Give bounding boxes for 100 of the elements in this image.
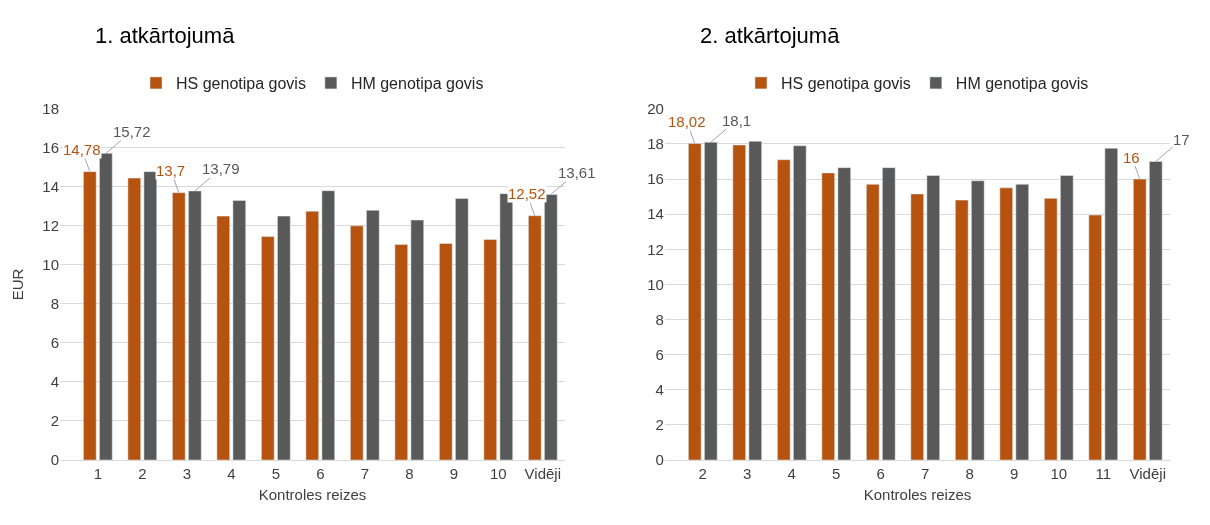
y-tick-label: 12 <box>647 240 664 258</box>
bar <box>216 215 230 460</box>
x-tick-label: 9 <box>1010 465 1019 482</box>
x-tick-label: 2 <box>138 465 147 482</box>
y-tick-label: 2 <box>50 412 59 430</box>
bar <box>321 190 335 460</box>
x-tick-label: 10 <box>489 465 507 482</box>
legend-label: HS genotipa govis <box>780 75 911 93</box>
x-tick-label: Vidēji <box>524 465 562 482</box>
data-label: 13,61 <box>558 164 596 181</box>
y-tick-label: 12 <box>42 217 59 235</box>
data-label: 18,02 <box>668 113 706 130</box>
x-tick-label: 2 <box>698 465 707 482</box>
bar <box>926 175 940 460</box>
bar <box>1015 184 1029 460</box>
bar <box>277 215 291 460</box>
bar <box>483 239 497 460</box>
x-tick-label: 6 <box>876 465 885 482</box>
x-tick-label: 8 <box>965 465 974 482</box>
bar <box>232 200 246 460</box>
y-tick-label: 6 <box>655 345 664 363</box>
bar <box>777 159 791 460</box>
y-tick-label: 16 <box>42 139 59 157</box>
bar <box>955 199 969 460</box>
bar <box>1133 178 1147 460</box>
bar <box>971 180 985 460</box>
bar <box>439 243 453 460</box>
x-tick-label: 7 <box>360 465 369 482</box>
bar <box>688 143 702 460</box>
y-tick-label: 18 <box>647 135 664 153</box>
bar <box>366 210 380 460</box>
y-tick-label: 14 <box>42 178 59 196</box>
x-tick-label: 3 <box>743 465 752 482</box>
y-axis-title: EUR <box>8 268 26 301</box>
bar <box>704 141 718 460</box>
y-tick-label: 8 <box>655 310 664 328</box>
legend-label: HS genotipa govis <box>176 75 306 93</box>
bar <box>1088 214 1102 460</box>
x-tick-label: 9 <box>449 465 458 482</box>
bar <box>172 192 186 460</box>
x-tick-label: 8 <box>405 465 414 482</box>
bar <box>999 187 1013 460</box>
y-tick-label: 8 <box>50 295 59 313</box>
legend-label: HM genotipa govis <box>350 75 484 93</box>
x-tick-label: 5 <box>271 465 280 482</box>
bar <box>99 153 113 460</box>
data-label: 12,52 <box>508 185 546 202</box>
chart-title: 2. atkārtojumā <box>700 23 841 48</box>
y-tick-label: 20 <box>647 100 664 118</box>
y-tick-label: 16 <box>647 170 664 188</box>
bar <box>910 193 924 460</box>
x-tick-label: 4 <box>227 465 236 482</box>
bar <box>732 144 746 460</box>
bar <box>188 190 202 460</box>
y-tick-label: 18 <box>42 100 59 118</box>
y-tick-label: 4 <box>50 373 59 391</box>
data-label: 13,79 <box>202 160 240 177</box>
data-label: 16 <box>1123 149 1140 166</box>
bar <box>410 219 424 460</box>
y-tick-label: 10 <box>647 275 664 293</box>
x-axis-title: Kontroles reizes <box>863 486 972 503</box>
x-tick-label: 3 <box>182 465 191 482</box>
y-tick-label: 0 <box>655 451 664 469</box>
bar <box>528 215 542 460</box>
bar <box>455 198 469 460</box>
y-tick-label: 10 <box>42 256 59 274</box>
y-tick-label: 4 <box>655 381 664 399</box>
bar <box>544 194 558 460</box>
y-tick-label: 0 <box>50 451 59 469</box>
x-tick-label: 5 <box>832 465 841 482</box>
bar <box>1149 161 1163 460</box>
chart-title: 1. atkārtojumā <box>95 23 236 48</box>
x-tick-label: 11 <box>1095 465 1112 482</box>
data-label: 17 <box>1173 131 1190 148</box>
bar <box>83 171 97 460</box>
bar <box>127 177 141 460</box>
data-label: 15,72 <box>113 123 151 140</box>
x-tick-label: 4 <box>787 465 796 482</box>
bar <box>793 145 807 460</box>
bar <box>882 167 896 460</box>
legend-label: HM genotipa govis <box>955 75 1089 93</box>
x-tick-label: 7 <box>921 465 930 482</box>
data-label: 18,1 <box>722 112 752 129</box>
bar <box>305 210 319 460</box>
x-tick-label: Vidēji <box>1129 465 1166 482</box>
bar <box>1104 148 1118 460</box>
bar <box>837 167 851 460</box>
bar <box>261 236 275 460</box>
bar <box>748 141 762 460</box>
data-label: 13,7 <box>156 162 186 179</box>
bar <box>350 225 364 460</box>
data-label: 14,78 <box>63 141 101 158</box>
bar <box>821 172 835 460</box>
x-tick-label: 10 <box>1050 465 1068 482</box>
bar <box>143 171 157 460</box>
x-axis-title: Kontroles reizes <box>258 486 367 503</box>
bar <box>1060 175 1074 460</box>
bar <box>1044 198 1058 460</box>
x-tick-label: 6 <box>316 465 325 482</box>
y-tick-label: 14 <box>647 205 664 223</box>
